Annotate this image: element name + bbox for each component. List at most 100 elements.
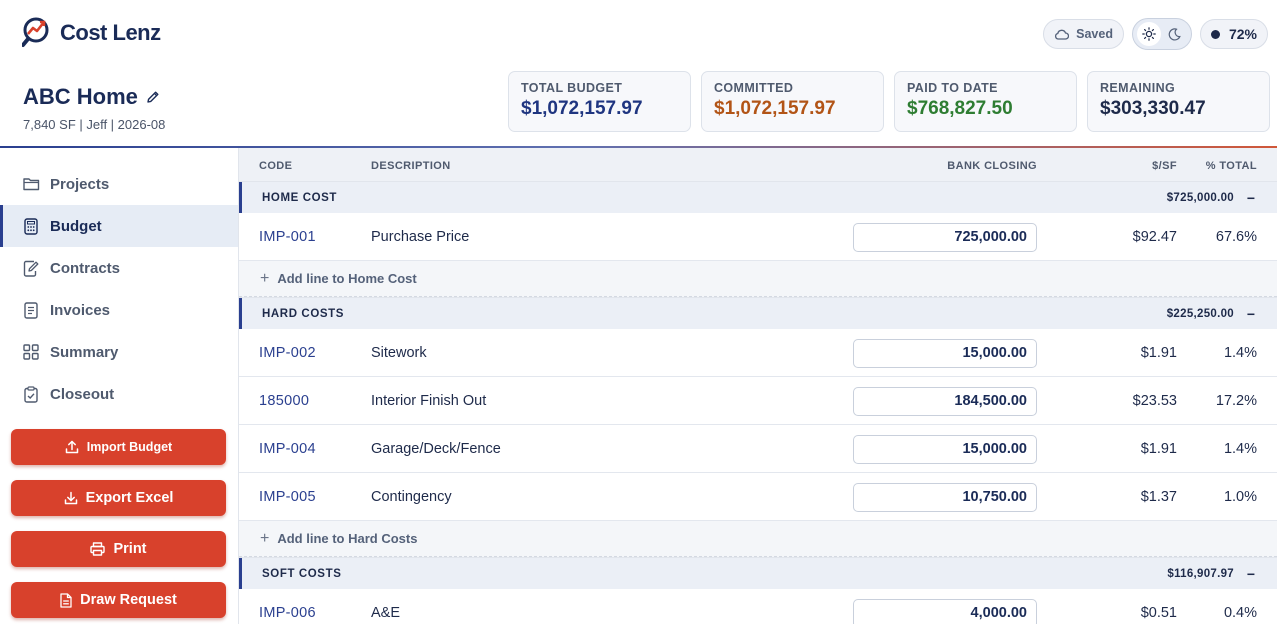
sidebar-item-invoices[interactable]: Invoices — [0, 289, 238, 331]
table-row[interactable]: IMP-005 Contingency 10,750.00 $1.37 1.0% — [239, 473, 1277, 521]
sun-icon[interactable] — [1136, 22, 1161, 46]
row-code[interactable]: IMP-002 — [259, 345, 316, 361]
row-description: Contingency — [371, 489, 452, 505]
collapse-button[interactable]: − — [1246, 306, 1255, 322]
row-description: Sitework — [371, 345, 427, 361]
top-controls: Saved 72% — [1043, 18, 1268, 50]
sidebar-item-summary[interactable]: Summary — [0, 331, 238, 373]
bank-closing-input[interactable]: 725,000.00 — [853, 223, 1037, 252]
row-pct-total: 1.4% — [1223, 441, 1257, 457]
import-budget-button[interactable]: Import Budget — [11, 429, 226, 465]
add-line-home-cost-button[interactable]: + Add line to Home Cost — [239, 261, 1277, 297]
add-line-label: Add line to Home Cost — [277, 271, 417, 286]
project-subtitle: 7,840 SF | Jeff | 2026-08 — [23, 117, 166, 132]
plus-icon: + — [260, 269, 270, 287]
column-header-bank-closing[interactable]: BANK CLOSING — [947, 160, 1037, 172]
draw-request-label: Draw Request — [80, 592, 177, 608]
sidebar: Projects Budget Contracts Invoices — [0, 148, 239, 624]
add-line-hard-costs-button[interactable]: + Add line to Hard Costs — [239, 521, 1277, 557]
row-description: Interior Finish Out — [371, 393, 487, 409]
row-description: Purchase Price — [371, 229, 470, 245]
table-row[interactable]: IMP-001 Purchase Price 725,000.00 $92.47… — [239, 213, 1277, 261]
bank-closing-input[interactable]: 10,750.00 — [853, 483, 1037, 512]
collapse-button[interactable]: − — [1246, 190, 1255, 206]
sidebar-item-budget[interactable]: Budget — [0, 205, 238, 247]
sidebar-item-projects[interactable]: Projects — [0, 163, 238, 205]
status-dot — [1210, 29, 1220, 39]
pencil-icon[interactable] — [146, 90, 160, 104]
row-code[interactable]: 185000 — [259, 393, 310, 409]
collapse-button[interactable]: − — [1246, 566, 1255, 582]
table-row[interactable]: 185000 Interior Finish Out 184,500.00 $2… — [239, 377, 1277, 425]
moon-icon[interactable] — [1163, 22, 1187, 46]
printer-icon — [90, 542, 106, 556]
stat-total-budget: TOTAL BUDGET $1,072,157.97 — [508, 71, 691, 132]
sidebar-item-label: Projects — [50, 175, 110, 193]
export-excel-label: Export Excel — [85, 490, 174, 506]
document-icon — [60, 592, 72, 608]
bank-closing-input[interactable]: 15,000.00 — [853, 435, 1037, 464]
section-name: HARD COSTS — [262, 308, 345, 320]
import-budget-label: Import Budget — [86, 440, 173, 454]
cloud-icon — [1054, 29, 1070, 40]
theme-toggle[interactable] — [1131, 18, 1192, 50]
export-excel-button[interactable]: Export Excel — [11, 480, 226, 516]
project-name: ABC Home — [23, 84, 138, 109]
stat-label: TOTAL BUDGET — [521, 81, 623, 95]
sidebar-item-closeout[interactable]: Closeout — [0, 373, 238, 415]
calculator-icon — [22, 217, 40, 235]
section-total: $225,250.00 — [1166, 308, 1234, 320]
draw-request-button[interactable]: Draw Request — [11, 582, 226, 618]
sidebar-item-label: Closeout — [50, 385, 115, 403]
row-code[interactable]: IMP-004 — [259, 441, 316, 457]
row-code[interactable]: IMP-006 — [259, 605, 316, 621]
row-description: A&E — [371, 605, 401, 621]
sidebar-item-contracts[interactable]: Contracts — [0, 247, 238, 289]
row-code[interactable]: IMP-005 — [259, 489, 316, 505]
row-per-sf: $0.51 — [1140, 605, 1177, 621]
row-per-sf: $1.91 — [1140, 345, 1177, 361]
stat-value: $1,072,157.97 — [521, 98, 643, 119]
add-line-label: Add line to Hard Costs — [277, 531, 418, 546]
logo[interactable]: Cost Lenz — [22, 17, 161, 49]
row-pct-total: 67.6% — [1215, 229, 1257, 245]
upload-icon — [65, 440, 79, 454]
column-header-code[interactable]: CODE — [259, 160, 293, 172]
stats-row: TOTAL BUDGET $1,072,157.97 COMMITTED $1,… — [508, 71, 1270, 132]
section-name: SOFT COSTS — [262, 568, 342, 580]
column-header-pct-total[interactable]: % TOTAL — [1205, 160, 1257, 172]
contract-edit-icon — [22, 259, 40, 277]
save-status-label: Saved — [1076, 27, 1113, 41]
row-code[interactable]: IMP-001 — [259, 229, 316, 245]
print-label: Print — [113, 541, 147, 557]
bank-closing-input[interactable]: 4,000.00 — [853, 599, 1037, 624]
sidebar-actions: Import Budget Export Excel Print Draw Re… — [11, 429, 226, 624]
invoice-icon — [22, 301, 40, 319]
row-per-sf: $1.91 — [1140, 441, 1177, 457]
bank-closing-input[interactable]: 15,000.00 — [853, 339, 1037, 368]
row-pct-total: 1.4% — [1223, 345, 1257, 361]
row-pct-total: 17.2% — [1215, 393, 1257, 409]
sidebar-item-label: Budget — [50, 217, 102, 235]
download-icon — [64, 491, 78, 505]
plus-icon: + — [260, 529, 270, 547]
save-status: Saved — [1043, 19, 1124, 49]
row-per-sf: $23.53 — [1132, 393, 1177, 409]
stat-label: PAID TO DATE — [907, 81, 998, 95]
table-row[interactable]: IMP-002 Sitework 15,000.00 $1.91 1.4% — [239, 329, 1277, 377]
clipboard-check-icon — [22, 385, 40, 403]
sidebar-item-label: Invoices — [50, 301, 111, 319]
grid-icon — [22, 343, 40, 361]
sidebar-item-label: Contracts — [50, 259, 121, 277]
table-row[interactable]: IMP-006 A&E 4,000.00 $0.51 0.4% — [239, 589, 1277, 624]
column-header-per-sf[interactable]: $/SF — [1152, 160, 1177, 172]
sidebar-nav: Projects Budget Contracts Invoices — [0, 163, 238, 415]
bank-closing-input[interactable]: 184,500.00 — [853, 387, 1037, 416]
stat-paid-to-date: PAID TO DATE $768,827.50 — [894, 71, 1077, 132]
column-header-description[interactable]: DESCRIPTION — [371, 160, 451, 172]
print-button[interactable]: Print — [11, 531, 226, 567]
folder-icon — [22, 175, 40, 193]
table-row[interactable]: IMP-004 Garage/Deck/Fence 15,000.00 $1.9… — [239, 425, 1277, 473]
section-hard-costs: HARD COSTS $225,250.00 − — [239, 297, 1277, 329]
